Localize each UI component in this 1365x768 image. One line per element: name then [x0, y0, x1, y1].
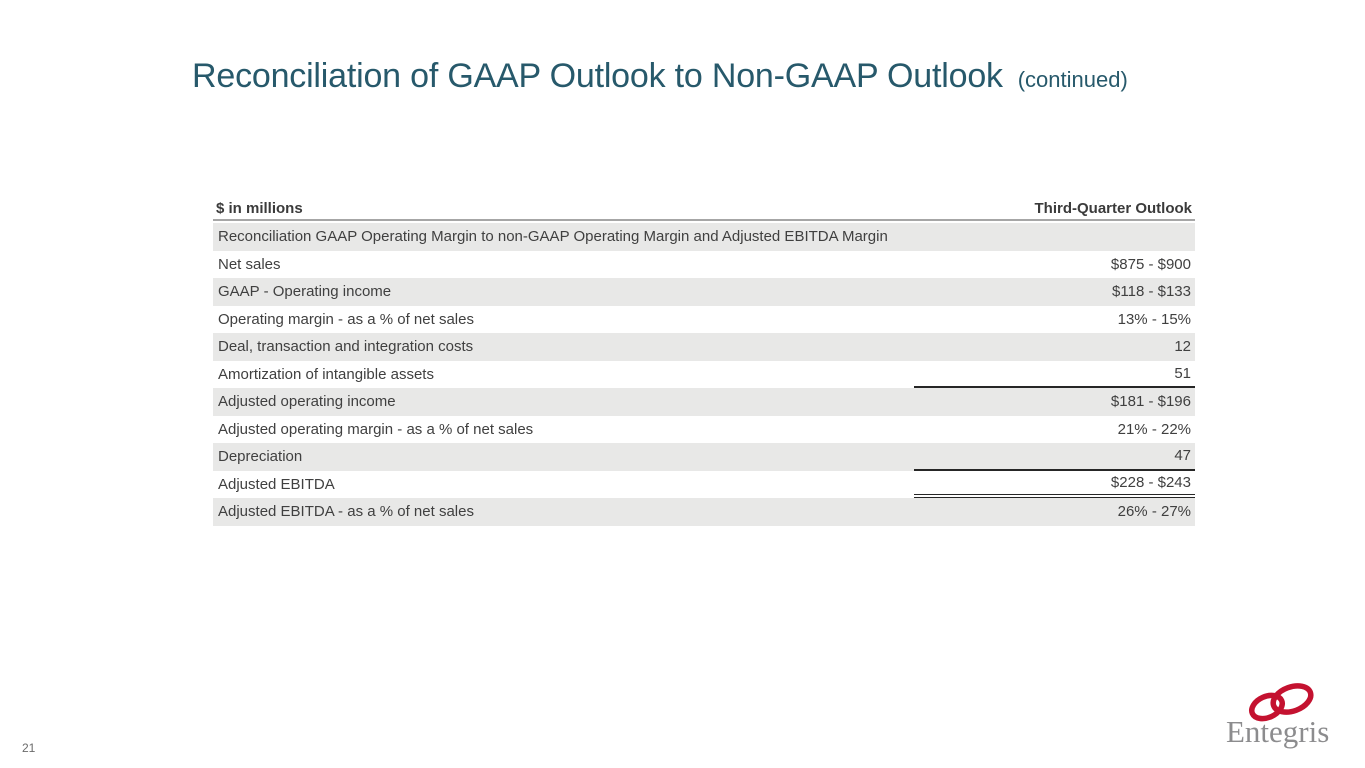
table-row: Depreciation 47 — [213, 443, 1195, 471]
page-number: 21 — [22, 741, 36, 755]
slide-title-text: Reconciliation of GAAP Outlook to Non-GA… — [192, 57, 1003, 95]
logo-rings-icon — [1249, 683, 1314, 722]
row-label: Net sales — [218, 255, 281, 273]
entegris-logo-graphic: Entegris — [1226, 683, 1329, 749]
table-row: GAAP - Operating income $118 - $133 — [213, 278, 1195, 306]
table-header-period: Third-Quarter Outlook — [1034, 200, 1193, 217]
table-row: Adjusted operating income $181 - $196 — [213, 388, 1195, 416]
table-row: Adjusted operating margin - as a % of ne… — [213, 416, 1195, 444]
row-value: 12 — [1174, 338, 1191, 356]
row-label: Adjusted EBITDA - as a % of net sales — [218, 503, 474, 521]
table-row: Deal, transaction and integration costs … — [213, 333, 1195, 361]
reconciliation-table: $ in millions Third-Quarter Outlook Reco… — [213, 195, 1195, 526]
row-value: $228 - $243 — [914, 471, 1195, 498]
row-value — [914, 223, 1195, 251]
row-value: $181 - $196 — [1110, 393, 1191, 411]
row-label: Operating margin - as a % of net sales — [218, 310, 474, 328]
table-body: Reconciliation GAAP Operating Margin to … — [213, 223, 1195, 526]
table-row: Adjusted EBITDA $228 - $243 — [213, 471, 1195, 498]
row-value: 51 — [914, 361, 1195, 388]
table-row: Net sales $875 - $900 — [213, 251, 1195, 279]
row-label: Amortization of intangible assets — [218, 365, 434, 383]
row-value: 21% - 22% — [1117, 420, 1191, 438]
table-header-row: $ in millions Third-Quarter Outlook — [213, 195, 1195, 221]
row-label: Reconciliation GAAP Operating Margin to … — [218, 228, 888, 246]
entegris-logo: Entegris — [1226, 683, 1348, 749]
row-value: $875 - $900 — [1110, 255, 1191, 273]
table-row: Adjusted EBITDA - as a % of net sales 26… — [213, 498, 1195, 526]
row-label: Depreciation — [218, 448, 303, 466]
slide-title-suffix: (continued) — [1017, 67, 1128, 92]
logo-wordmark: Entegris — [1226, 714, 1329, 749]
row-value: 13% - 15% — [1117, 310, 1191, 328]
row-value: 26% - 27% — [1117, 503, 1191, 521]
row-label: GAAP - Operating income — [218, 283, 392, 301]
slide-title: Reconciliation of GAAP Outlook to Non-GA… — [192, 57, 1128, 96]
row-label: Adjusted operating margin - as a % of ne… — [218, 420, 534, 438]
table-row: Operating margin - as a % of net sales 1… — [213, 306, 1195, 334]
row-label: Deal, transaction and integration costs — [218, 338, 474, 356]
table-header-units: $ in millions — [216, 200, 303, 217]
row-label: Adjusted operating income — [218, 393, 396, 411]
table-row: Amortization of intangible assets 51 — [213, 361, 1195, 388]
row-label: Adjusted EBITDA — [218, 475, 335, 493]
row-value: 47 — [914, 443, 1195, 471]
row-value: $118 - $133 — [1112, 283, 1191, 301]
table-row: Reconciliation GAAP Operating Margin to … — [213, 223, 1195, 251]
